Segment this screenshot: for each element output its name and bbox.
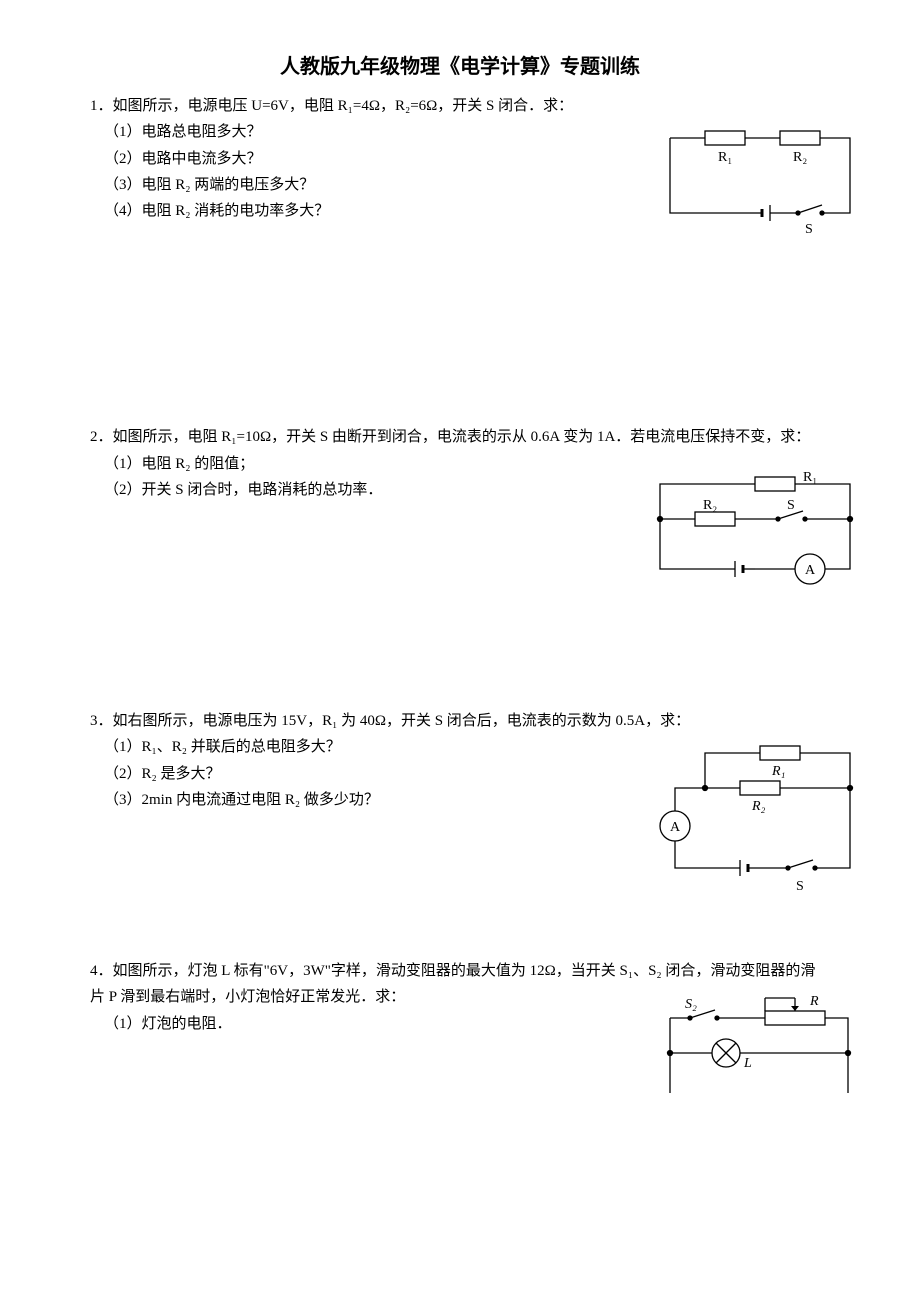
- s-label: S: [796, 879, 804, 894]
- s-label: S: [805, 222, 813, 237]
- l-label: L: [743, 1056, 752, 1071]
- p1-circuit-diagram: R₁ R₂ S: [650, 113, 870, 243]
- r1-label: R₁: [718, 150, 732, 165]
- page-title: 人教版九年级物理《电学计算》专题训练: [90, 50, 830, 85]
- p2-q1: （1）电阻 R₂ 的阻值；: [90, 451, 610, 477]
- r2-label: R₂: [793, 150, 807, 165]
- p2-circuit-diagram: A R₁ R₂ S: [640, 469, 870, 599]
- p3-circuit-diagram: A R₁ R₂ S: [640, 733, 870, 903]
- ammeter-label: A: [670, 820, 681, 835]
- r2-label: R₂: [751, 799, 766, 814]
- p3-q3: （3）2min 内电流通过电阻 R₂ 做多少功？: [90, 787, 610, 813]
- p4-circuit-diagram: S₂ R L: [650, 993, 870, 1093]
- problem-1: 1．如图所示，电源电压 U=6V，电阻 R₁=4Ω，R₂=6Ω，开关 S 闭合．…: [90, 93, 830, 224]
- circuit-svg: A R₁ R₂ S: [640, 733, 870, 903]
- r1-label: R₁: [803, 470, 817, 485]
- s-label: S: [787, 498, 795, 513]
- ammeter-label: A: [805, 563, 816, 578]
- problem-3: 3．如右图所示，电源电压为 15V，R₁ 为 40Ω，开关 S 闭合后，电流表的…: [90, 708, 830, 813]
- p3-q1: （1）R₁、R₂ 并联后的总电阻多大？: [90, 734, 610, 760]
- problem-4: 4．如图所示，灯泡 L 标有"6V，3W"字样，滑动变阻器的最大值为 12Ω，当…: [90, 958, 830, 1037]
- circuit-svg: R₁ R₂ S: [650, 113, 870, 243]
- p3-stem: 3．如右图所示，电源电压为 15V，R₁ 为 40Ω，开关 S 闭合后，电流表的…: [90, 708, 830, 734]
- circuit-svg: A R₁ R₂ S: [640, 469, 870, 599]
- p2-stem: 2．如图所示，电阻 R₁=10Ω，开关 S 由断开到闭合，电流表的示从 0.6A…: [90, 424, 830, 450]
- s2-label: S₂: [685, 997, 697, 1012]
- r2-label: R₂: [703, 498, 717, 513]
- r1-label: R₁: [771, 764, 785, 779]
- r-label: R: [809, 994, 819, 1009]
- p3-q2: （2）R₂ 是多大？: [90, 761, 610, 787]
- problem-2: 2．如图所示，电阻 R₁=10Ω，开关 S 由断开到闭合，电流表的示从 0.6A…: [90, 424, 830, 503]
- p2-q2: （2）开关 S 闭合时，电路消耗的总功率．: [90, 477, 610, 503]
- circuit-svg: S₂ R L: [650, 993, 870, 1093]
